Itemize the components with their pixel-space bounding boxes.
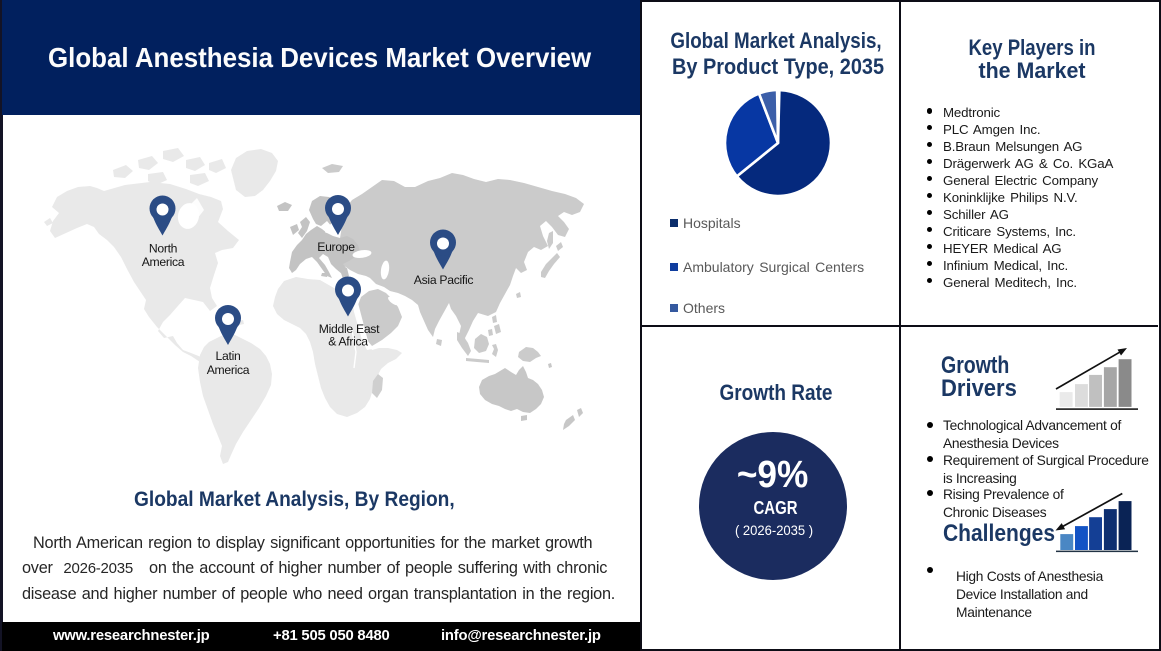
svg-text:Middle East: Middle East bbox=[319, 322, 380, 336]
svg-text:Europe: Europe bbox=[317, 240, 355, 254]
svg-text:Latin: Latin bbox=[216, 349, 241, 363]
svg-text:America: America bbox=[207, 363, 250, 377]
svg-text:& Africa: & Africa bbox=[328, 335, 368, 349]
svg-text:Asia Pacific: Asia Pacific bbox=[414, 273, 474, 287]
svg-text:America: America bbox=[142, 255, 185, 269]
svg-text:North: North bbox=[149, 242, 177, 256]
